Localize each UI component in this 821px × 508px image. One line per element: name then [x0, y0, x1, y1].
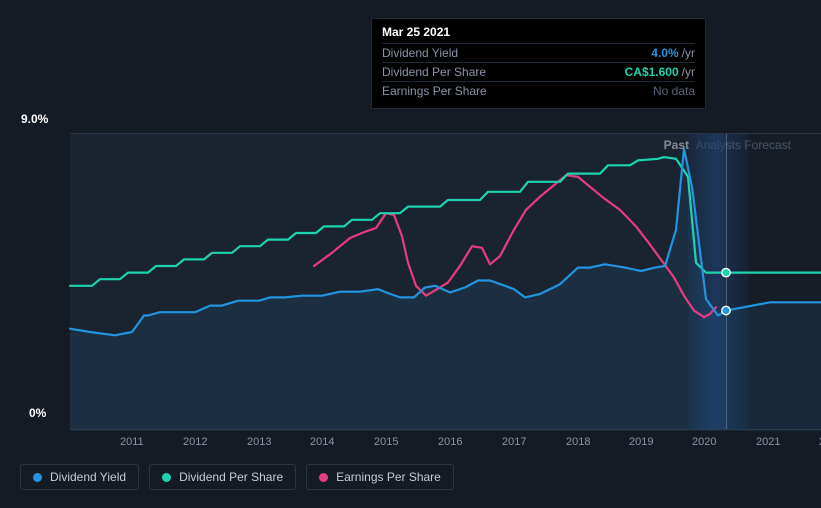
- x-axis-tick: 2018: [566, 436, 590, 448]
- chart-tooltip: Mar 25 2021 Dividend Yield4.0%/yrDividen…: [371, 18, 706, 109]
- legend-item[interactable]: Dividend Yield: [20, 464, 139, 490]
- tooltip-row: Earnings Per Share No data: [382, 81, 695, 100]
- tooltip-row-value: 4.0%/yr: [651, 46, 695, 60]
- legend-dot-icon: [162, 473, 171, 482]
- x-axis-tick: 2013: [247, 436, 271, 448]
- legend-dot-icon: [319, 473, 328, 482]
- tooltip-row-value: No data: [653, 84, 695, 98]
- x-axis-tick: 2014: [310, 436, 334, 448]
- chart-svg: [70, 134, 821, 431]
- x-axis-tick: 2016: [438, 436, 462, 448]
- x-axis-tick: 2019: [629, 436, 653, 448]
- x-axis-tick: 2011: [120, 436, 144, 448]
- tooltip-row: Dividend Per Share CA$1.600/yr: [382, 62, 695, 81]
- tooltip-row-label: Dividend Yield: [382, 46, 458, 60]
- y-axis-min-label: 0%: [29, 406, 46, 420]
- legend-item[interactable]: Dividend Per Share: [149, 464, 296, 490]
- chart-legend: Dividend Yield Dividend Per Share Earnings…: [20, 464, 454, 490]
- x-axis-tick: 2020: [692, 436, 716, 448]
- tooltip-row: Dividend Yield 4.0%/yr: [382, 43, 695, 62]
- legend-item[interactable]: Earnings Per Share: [306, 464, 454, 490]
- x-axis-tick: 2015: [374, 436, 398, 448]
- legend-dot-icon: [33, 473, 42, 482]
- legend-item-label: Dividend Per Share: [179, 470, 283, 484]
- x-axis-tick: 2017: [502, 436, 526, 448]
- tooltip-date: Mar 25 2021: [382, 25, 695, 39]
- tooltip-row-label: Dividend Per Share: [382, 65, 486, 79]
- y-axis-max-label: 9.0%: [21, 112, 48, 126]
- legend-item-label: Dividend Yield: [50, 470, 126, 484]
- x-axis-tick: 2021: [756, 436, 780, 448]
- plot-area[interactable]: [70, 133, 821, 430]
- legend-item-label: Earnings Per Share: [336, 470, 441, 484]
- tooltip-row-label: Earnings Per Share: [382, 84, 487, 98]
- tooltip-row-value: CA$1.600/yr: [625, 65, 695, 79]
- x-axis-tick: 2012: [183, 436, 207, 448]
